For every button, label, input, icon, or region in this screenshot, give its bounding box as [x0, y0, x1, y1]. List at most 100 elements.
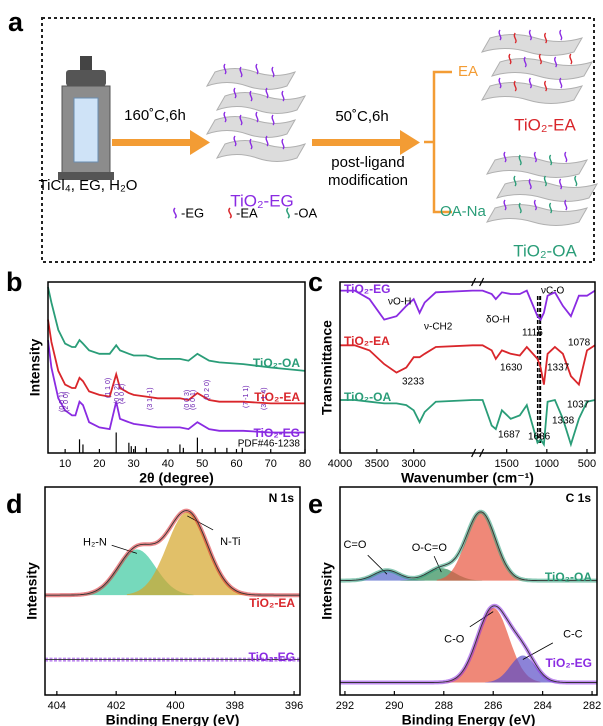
- ligand-legend: [173, 207, 290, 219]
- panel-letter: c: [308, 267, 323, 297]
- nanosheet: [205, 116, 297, 138]
- panel-title: N 1s: [269, 491, 295, 505]
- peak-label: C=O: [343, 539, 366, 551]
- ligand: [271, 114, 275, 126]
- nanosheet: [215, 92, 307, 114]
- fit-peak: [126, 512, 248, 596]
- x-tick-label: 4000: [328, 458, 352, 470]
- fit-envelope: [340, 605, 597, 683]
- ligand: [564, 151, 568, 163]
- ligand: [528, 77, 532, 89]
- nanosheet: [490, 58, 594, 80]
- ligand: [271, 66, 275, 78]
- x-tick-label: 396: [285, 700, 303, 712]
- series-label: TiO₂-OA: [344, 390, 391, 404]
- annotation: (2 0 0): [63, 392, 70, 412]
- x-tick-label: 80: [299, 458, 311, 470]
- series-label: TiO₂-EG: [546, 656, 592, 670]
- ligand: [239, 66, 243, 78]
- annotation: 1687: [498, 430, 521, 441]
- ligand: [528, 29, 532, 41]
- annotation: νO-H: [388, 297, 411, 308]
- x-tick-label: 20: [93, 458, 105, 470]
- x-tick-label: 3000: [401, 458, 425, 470]
- y-axis-label: Intensity: [27, 339, 43, 397]
- peak-label: O-C=O: [412, 542, 448, 554]
- ligand: [233, 87, 237, 99]
- x-tick-label: 288: [435, 700, 453, 712]
- x-tick-label: 500: [578, 458, 596, 470]
- x-tick-label: 70: [265, 458, 277, 470]
- series-line: [47, 286, 306, 372]
- annotation: 1037: [567, 400, 590, 411]
- ligand: [518, 202, 522, 214]
- ligand: [233, 135, 237, 147]
- panel-letter: d: [6, 489, 23, 519]
- ligand: [544, 80, 548, 92]
- fit-peak: [436, 512, 525, 581]
- peak-label: C-O: [444, 634, 465, 646]
- nanosheet: [485, 204, 589, 226]
- ligand: [281, 138, 285, 150]
- plot-frame: [339, 281, 596, 454]
- ligand: [549, 154, 553, 166]
- x-tick-label: 60: [230, 458, 242, 470]
- panel-letter: b: [6, 267, 23, 297]
- x-axis-label: 2θ (degree): [139, 470, 213, 486]
- panel-title: C 1s: [566, 491, 592, 505]
- ligand: [508, 53, 512, 65]
- ligand: [265, 135, 269, 147]
- ligand: [574, 175, 578, 187]
- ligand: [255, 63, 259, 75]
- ligand: [513, 32, 517, 44]
- ligand: [503, 151, 507, 163]
- x-tick-label: 1500: [494, 458, 518, 470]
- plot-frame: [339, 486, 598, 696]
- legend-label: -OA: [294, 205, 317, 220]
- series-label: TiO₂-EG: [344, 282, 390, 296]
- branch-label: EA: [458, 63, 478, 80]
- ligand: [538, 53, 542, 65]
- x-tick-label: 286: [484, 700, 502, 712]
- ligand: [559, 178, 563, 190]
- series-line: [47, 339, 305, 434]
- step-note: post-ligand: [331, 154, 404, 171]
- ligand: [549, 202, 553, 214]
- series-line: [340, 344, 596, 387]
- panel-letter: a: [8, 7, 24, 37]
- annotation: (4 0 2): [119, 384, 126, 404]
- ligand: [498, 77, 502, 89]
- x-tick-label: 400: [166, 700, 184, 712]
- annotation: 1116: [522, 328, 543, 339]
- nanosheet: [480, 82, 584, 104]
- x-tick-label: 284: [533, 700, 551, 712]
- nanosheet: [205, 68, 297, 90]
- ligand: [569, 53, 573, 65]
- product: TiO₂-OA: [513, 241, 577, 260]
- ligand: [255, 111, 259, 123]
- autoclave: [58, 56, 114, 180]
- ligand: [533, 199, 537, 211]
- product: TiO₂-EG: [230, 191, 294, 210]
- series-label: TiO₂-OA: [253, 356, 300, 370]
- ligand: [239, 114, 243, 126]
- x-tick-label: 402: [107, 700, 125, 712]
- ligand: [533, 151, 537, 163]
- x-tick-label: 404: [48, 700, 66, 712]
- step-note: modification: [328, 172, 408, 189]
- annotation: (0 0 2): [114, 384, 121, 404]
- reference-label: PDF#46-1238: [238, 439, 301, 450]
- series-label: TiO₂-EG: [249, 650, 295, 664]
- x-tick-label: 398: [226, 700, 244, 712]
- bracket: [424, 70, 452, 214]
- x-tick-label: 40: [162, 458, 174, 470]
- annotation: (3 1 -1): [147, 387, 154, 410]
- x-tick-label: 3500: [365, 458, 389, 470]
- leader-line: [469, 611, 494, 628]
- ligand: [554, 56, 558, 68]
- leader-line: [111, 544, 138, 554]
- ligand: [559, 29, 563, 41]
- series-line: [47, 319, 305, 405]
- x-axis-label: Wavenumber (cm⁻¹): [401, 470, 534, 486]
